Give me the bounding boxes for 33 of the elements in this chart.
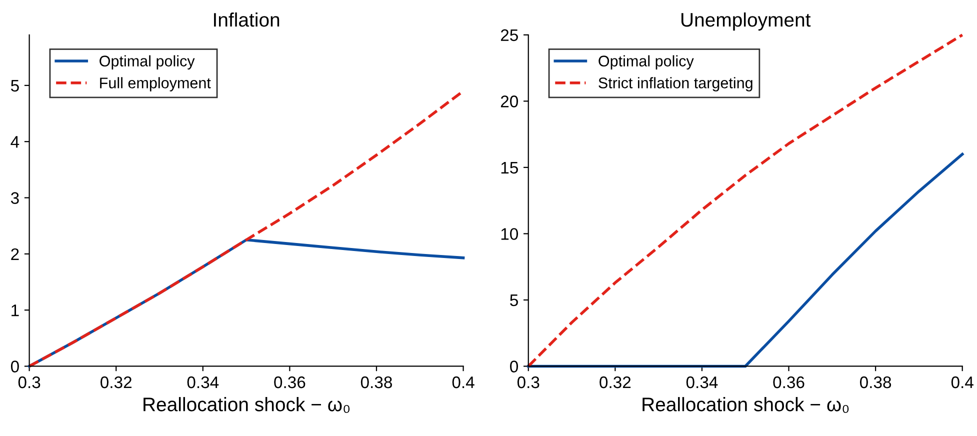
x-tick-label: 0.38 bbox=[860, 376, 892, 388]
x-tick-label: 0.3 bbox=[517, 376, 540, 388]
y-tick-label: 4 bbox=[10, 136, 20, 148]
y-tick-label: 5 bbox=[10, 80, 19, 92]
x-tick-label: 0.32 bbox=[600, 376, 631, 388]
chart-title: Inflation bbox=[214, 12, 280, 27]
legend-label: Full employment bbox=[100, 77, 211, 92]
x-tick-label: 0.32 bbox=[100, 376, 132, 388]
y-tick-label: 1 bbox=[12, 304, 19, 316]
x-tick-label: 0.3 bbox=[18, 376, 40, 388]
y-tick-label: 0 bbox=[10, 360, 19, 372]
y-tick-label: 2 bbox=[11, 248, 19, 260]
y-tick-label: 25 bbox=[500, 29, 518, 42]
x-tick-label: 0.4 bbox=[452, 376, 474, 388]
y-tick-label: 0 bbox=[510, 360, 518, 372]
legend-label: Optimal policy bbox=[598, 55, 694, 70]
x-tick-label: 0.4 bbox=[951, 376, 974, 388]
line-series bbox=[526, 33, 964, 368]
x-tick-label: 0.38 bbox=[360, 376, 392, 388]
chart-title: Unemployment bbox=[681, 12, 811, 31]
x-tick-label: 0.36 bbox=[274, 376, 306, 388]
legend-label: Strict inflation targeting bbox=[598, 77, 752, 92]
x-axis-title: Reallocation shock − ω₀ bbox=[144, 397, 350, 413]
x-tick-label: 0.36 bbox=[773, 376, 804, 388]
x-tick-label: 0.34 bbox=[187, 376, 219, 388]
x-tick-label: 0.34 bbox=[686, 376, 718, 388]
legend-label: Optimal policy bbox=[100, 55, 195, 70]
y-tick-label: 5 bbox=[510, 294, 518, 306]
x-axis-title: Reallocation shock − ω₀ bbox=[642, 397, 849, 413]
y-tick-label: 3 bbox=[10, 192, 19, 204]
y-tick-label: 10 bbox=[501, 228, 518, 240]
y-tick-label: 15 bbox=[501, 162, 518, 174]
y-tick-label: 20 bbox=[500, 96, 518, 108]
